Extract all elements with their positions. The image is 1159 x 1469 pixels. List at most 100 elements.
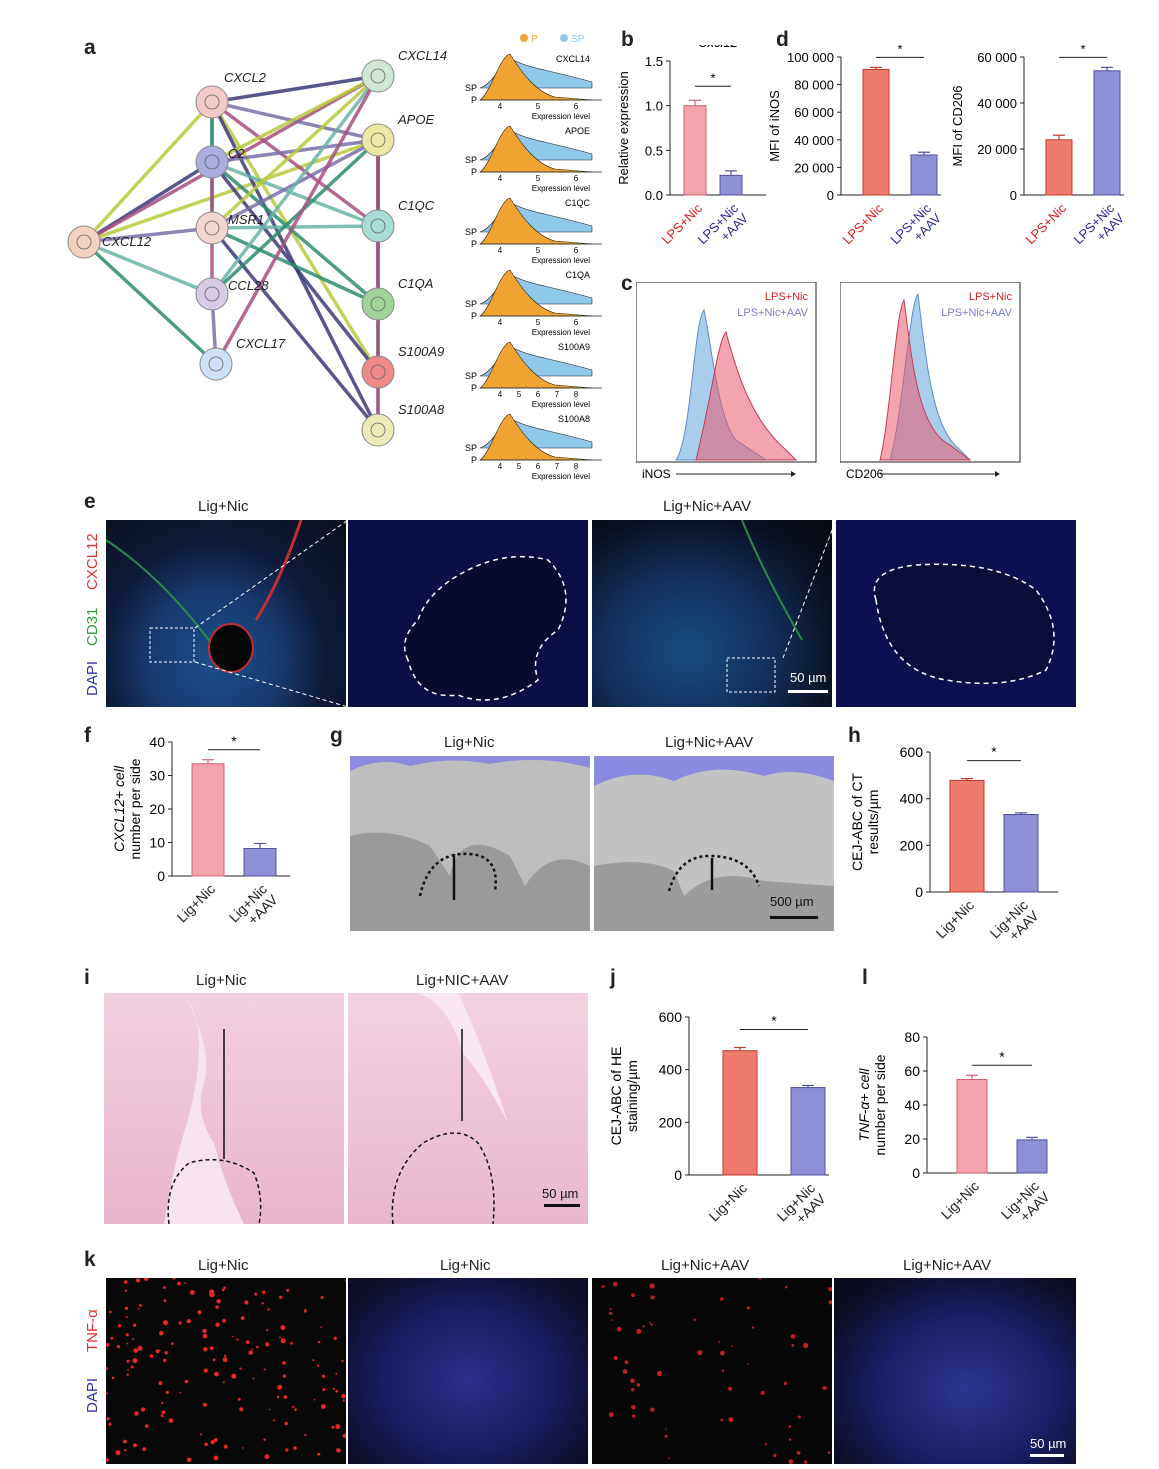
legend-lps-nic: LPS+Nic (969, 291, 1013, 303)
k-scale-text: 50 µm (1030, 1436, 1067, 1451)
y-tick-label: 600 (659, 1009, 683, 1025)
ridge-tick: 4 (498, 318, 503, 327)
network-node-label: C1QC (398, 198, 435, 213)
y-axis-label: CEJ-ABC of CTresults/µm (849, 773, 881, 871)
y-tick-label: 60 (904, 1063, 920, 1079)
y-tick-label: 40 (904, 1097, 920, 1113)
significance-marker: * (1080, 45, 1085, 56)
ridge-ylabel-sp: SP (465, 299, 477, 309)
network-node-label: CCL28 (228, 278, 269, 293)
network-edge (211, 74, 379, 164)
bar-chart-l: 0 20 40 60 80 TNF-α+ cellnumber per side * Lig+… (856, 1029, 1054, 1233)
significance-marker: * (771, 1013, 777, 1029)
e-channel-cxcl12: CXCL12 (84, 533, 101, 590)
arrow-head-icon (995, 471, 1000, 477)
protein-structure-icon (204, 154, 220, 170)
ridge-xlabel: Expression level (532, 400, 590, 409)
y-axis-label: MFI of iNOS (767, 90, 782, 162)
network-edge (210, 74, 380, 230)
protein-structure-icon (208, 356, 224, 372)
ridge-tick: 6 (536, 390, 541, 399)
y-tick-label: 40 000 (977, 96, 1017, 111)
bar (1003, 814, 1039, 893)
network-node (361, 287, 395, 321)
protein-structure-icon (370, 218, 386, 234)
category-label: LPS+Nic+AAV (887, 200, 944, 257)
network-edge (82, 100, 214, 244)
ridge-p-curve (478, 125, 593, 173)
g-scale-bar (770, 916, 818, 919)
significance-marker: * (999, 1048, 1005, 1064)
network-node (67, 225, 101, 259)
cell-speckles (106, 1278, 346, 1463)
network-node-label: CXCL14 (398, 48, 447, 63)
network-node (195, 277, 229, 311)
k-title-2: Lig+Nic (440, 1257, 491, 1274)
ridge-tick: 6 (574, 318, 579, 327)
network-node-label: C1QA (398, 276, 433, 291)
y-axis-label: CXCL12+ cellnumber per side (112, 758, 143, 859)
network-edge (83, 226, 213, 244)
ridge-ylabel-sp: SP (465, 443, 477, 453)
ridge-ylabel-sp: SP (465, 371, 477, 381)
panel-label-i: i (84, 966, 90, 989)
bar-chart-j: 0 200 400 600 CEJ-ABC of HEstaining/µm * Lig+N… (608, 1009, 829, 1227)
histogram-frame (636, 282, 817, 463)
category-label: Lig+Nic+AAV (998, 1177, 1054, 1233)
protein-structure-icon (370, 296, 386, 312)
network-node-label: CXCL12 (102, 234, 152, 249)
i-scale-bar (544, 1204, 580, 1207)
y-tick-label: 1.5 (645, 54, 663, 69)
network-node-label: S100A8 (398, 402, 445, 417)
bar-chart-b: 0.0 0.5 1.0 1.5 Relative expression Cxcl12 * LP… (616, 45, 766, 247)
network-node (195, 85, 229, 119)
bar (910, 154, 938, 196)
network-edge (214, 75, 380, 365)
ridge-ylabel-p: P (471, 167, 477, 177)
e-zoom-lines (194, 520, 837, 708)
panel-label-h: h (848, 724, 861, 747)
network-edge (210, 100, 380, 228)
category-label: Lig+Nic (706, 1180, 751, 1225)
network-edge (211, 74, 379, 104)
y-axis-label: Relative expression (616, 71, 631, 184)
network-edge (210, 74, 380, 296)
legend-lps-nic: LPS+Nic (765, 291, 809, 303)
i-image-2: 50 µm (348, 993, 588, 1224)
ridge-gene-name: C1QA (565, 270, 590, 280)
i-title-2: Lig+NIC+AAV (416, 972, 509, 989)
ridge-tick: 4 (498, 246, 503, 255)
ridge-p-curve (478, 53, 593, 101)
legend-p-swatch (520, 34, 528, 42)
g-scale-text: 500 µm (770, 894, 814, 909)
protein-structure-icon (370, 364, 386, 380)
legend-lps-nic-aav: LPS+Nic+AAV (737, 307, 808, 319)
g-title-1: Lig+Nic (444, 734, 495, 751)
ridge-xlabel: Expression level (532, 256, 590, 265)
network-edge (211, 100, 379, 142)
bar (1093, 70, 1121, 196)
e-title-1: Lig+Nic (198, 498, 249, 515)
ridge-tick: 5 (517, 462, 522, 471)
ridge-gene-name: S100A8 (558, 414, 590, 424)
y-tick-label: 80 000 (794, 78, 834, 93)
bar (719, 174, 743, 196)
ridge-ylabel-p: P (471, 239, 477, 249)
y-tick-label: 0 (915, 884, 923, 900)
category-label: Lig+Nic (938, 1178, 983, 1223)
ridge-p-curve (478, 413, 593, 461)
category-label: LPS+Nic+AAV (1070, 200, 1127, 257)
k-image-3 (592, 1278, 832, 1464)
ridge-xlabel: Expression level (532, 112, 590, 121)
flow-histogram-inos: LPS+Nic LPS+Nic+AAV iNOS (636, 282, 817, 481)
network-node (195, 145, 229, 179)
y-tick-label: 400 (900, 791, 924, 807)
ridge-gene-name: CXCL14 (556, 54, 590, 64)
ridge-p-curve (478, 341, 593, 389)
y-tick-label: 20 000 (794, 160, 834, 175)
y-tick-label: 600 (900, 744, 924, 760)
ridge-xlabel: Expression level (532, 328, 590, 337)
bar-chart-f: 0 10 20 30 40 CXCL12+ cellnumber per side * Lig… (112, 733, 290, 928)
k-image-1 (106, 1278, 346, 1464)
